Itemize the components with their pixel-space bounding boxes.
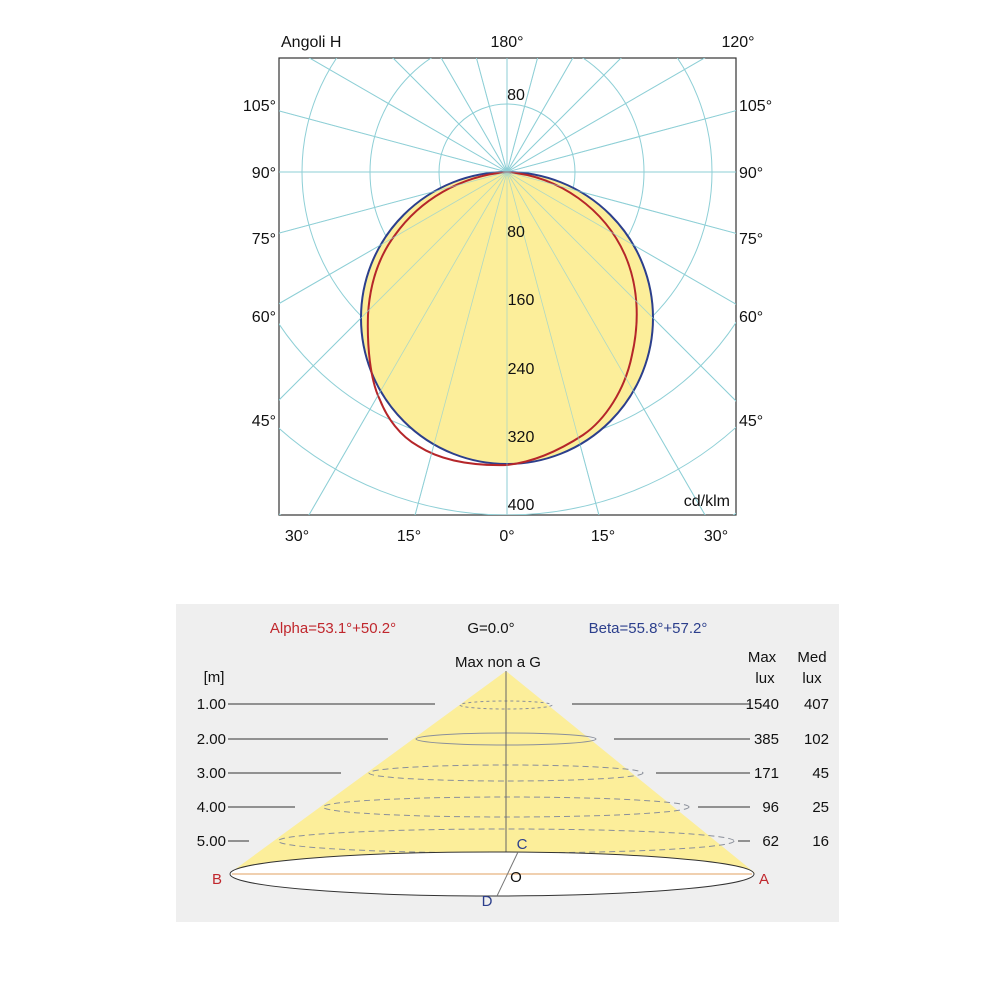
med-lux-4: 25 [812, 799, 829, 816]
right-angle-60: 60° [739, 309, 763, 326]
height-leader-lines [228, 703, 750, 842]
radial-label-80: 80 [507, 224, 525, 241]
height-1: 1.00 [197, 696, 226, 713]
top-angle-180: 180° [490, 34, 523, 51]
grid-ray [506, 171, 706, 515]
bottom-angle-0: 0° [499, 528, 514, 545]
med-lux-3: 45 [812, 765, 829, 782]
grid-ray [506, 171, 736, 305]
grid-ray [392, 58, 508, 173]
left-angle-60: 60° [252, 309, 276, 326]
right-angle-75: 75° [739, 231, 763, 248]
grid-ray [506, 171, 736, 234]
radial-label-160: 160 [508, 292, 535, 309]
point-b: B [212, 871, 222, 888]
grid-ray [279, 171, 508, 234]
max-lux-4: 96 [762, 799, 779, 816]
right-angle-90: 90° [739, 165, 763, 182]
point-o: O [510, 869, 522, 886]
max-lux-2: 385 [754, 731, 779, 748]
max-lux-3: 171 [754, 765, 779, 782]
left-angle-45: 45° [252, 413, 276, 430]
top-angle-120: 120° [721, 34, 754, 51]
max-lux-5: 62 [762, 833, 779, 850]
grid-ray [440, 58, 508, 173]
grid-ray [476, 58, 508, 173]
grid-ray [506, 58, 574, 173]
point-c: C [517, 836, 528, 853]
radial-label-400: 400 [508, 497, 535, 514]
bottom-angle-30-left: 30° [285, 528, 309, 545]
polar-title: Angoli H [281, 34, 341, 51]
left-angle-105: 105° [243, 98, 276, 115]
axis-cd [496, 851, 519, 897]
light-cone [230, 671, 755, 873]
alpha-label: Alpha=53.1°+50.2° [270, 620, 396, 637]
height-5: 5.00 [197, 833, 226, 850]
point-d: D [482, 893, 493, 910]
radial-label-upper-80: 80 [507, 87, 525, 104]
grid-ray [414, 171, 508, 515]
grid-ray [506, 58, 706, 173]
bottom-angle-30-right: 30° [704, 528, 728, 545]
bottom-angle-15-right: 15° [591, 528, 615, 545]
grid-ray [506, 171, 736, 402]
cone-diagram: Alpha=53.1°+50.2° G=0.0° Beta=55.8°+57.2… [176, 604, 839, 922]
max-label: Max non a G [455, 654, 541, 671]
intensity-curve-c0 [366, 170, 638, 467]
left-angle-90: 90° [252, 165, 276, 182]
med-header-2: lux [802, 670, 822, 687]
right-angle-105: 105° [739, 98, 772, 115]
bottom-angle-15-left: 15° [397, 528, 421, 545]
max-header-1: Max [748, 649, 777, 666]
unit-label: cd/klm [684, 493, 730, 510]
height-2: 2.00 [197, 731, 226, 748]
grid-ray [308, 171, 508, 515]
med-lux-2: 102 [804, 731, 829, 748]
med-lux-1: 407 [804, 696, 829, 713]
unit-m-label: [m] [204, 669, 225, 686]
gamma-label: G=0.0° [467, 620, 514, 637]
med-lux-5: 16 [812, 833, 829, 850]
med-header-1: Med [797, 649, 826, 666]
grid-ray [279, 171, 508, 401]
radial-label-240: 240 [508, 361, 535, 378]
polar-plot: Angoli H 180° 120° 105° 90° 75° 60° 45° … [243, 34, 772, 545]
left-angle-75: 75° [252, 231, 276, 248]
height-4: 4.00 [197, 799, 226, 816]
grid-ray [279, 171, 508, 305]
grid-ray [308, 58, 508, 173]
max-header-2: lux [755, 670, 775, 687]
grid-ray [279, 110, 508, 173]
grid-ray [506, 171, 600, 515]
height-3: 3.00 [197, 765, 226, 782]
grid-ray [506, 58, 622, 173]
beta-label: Beta=55.8°+57.2° [589, 620, 708, 637]
grid-ray [506, 58, 538, 173]
right-angle-45: 45° [739, 413, 763, 430]
grid-ray [506, 110, 736, 173]
point-a: A [759, 871, 769, 888]
max-lux-1: 1540 [746, 696, 779, 713]
radial-label-320: 320 [508, 429, 535, 446]
